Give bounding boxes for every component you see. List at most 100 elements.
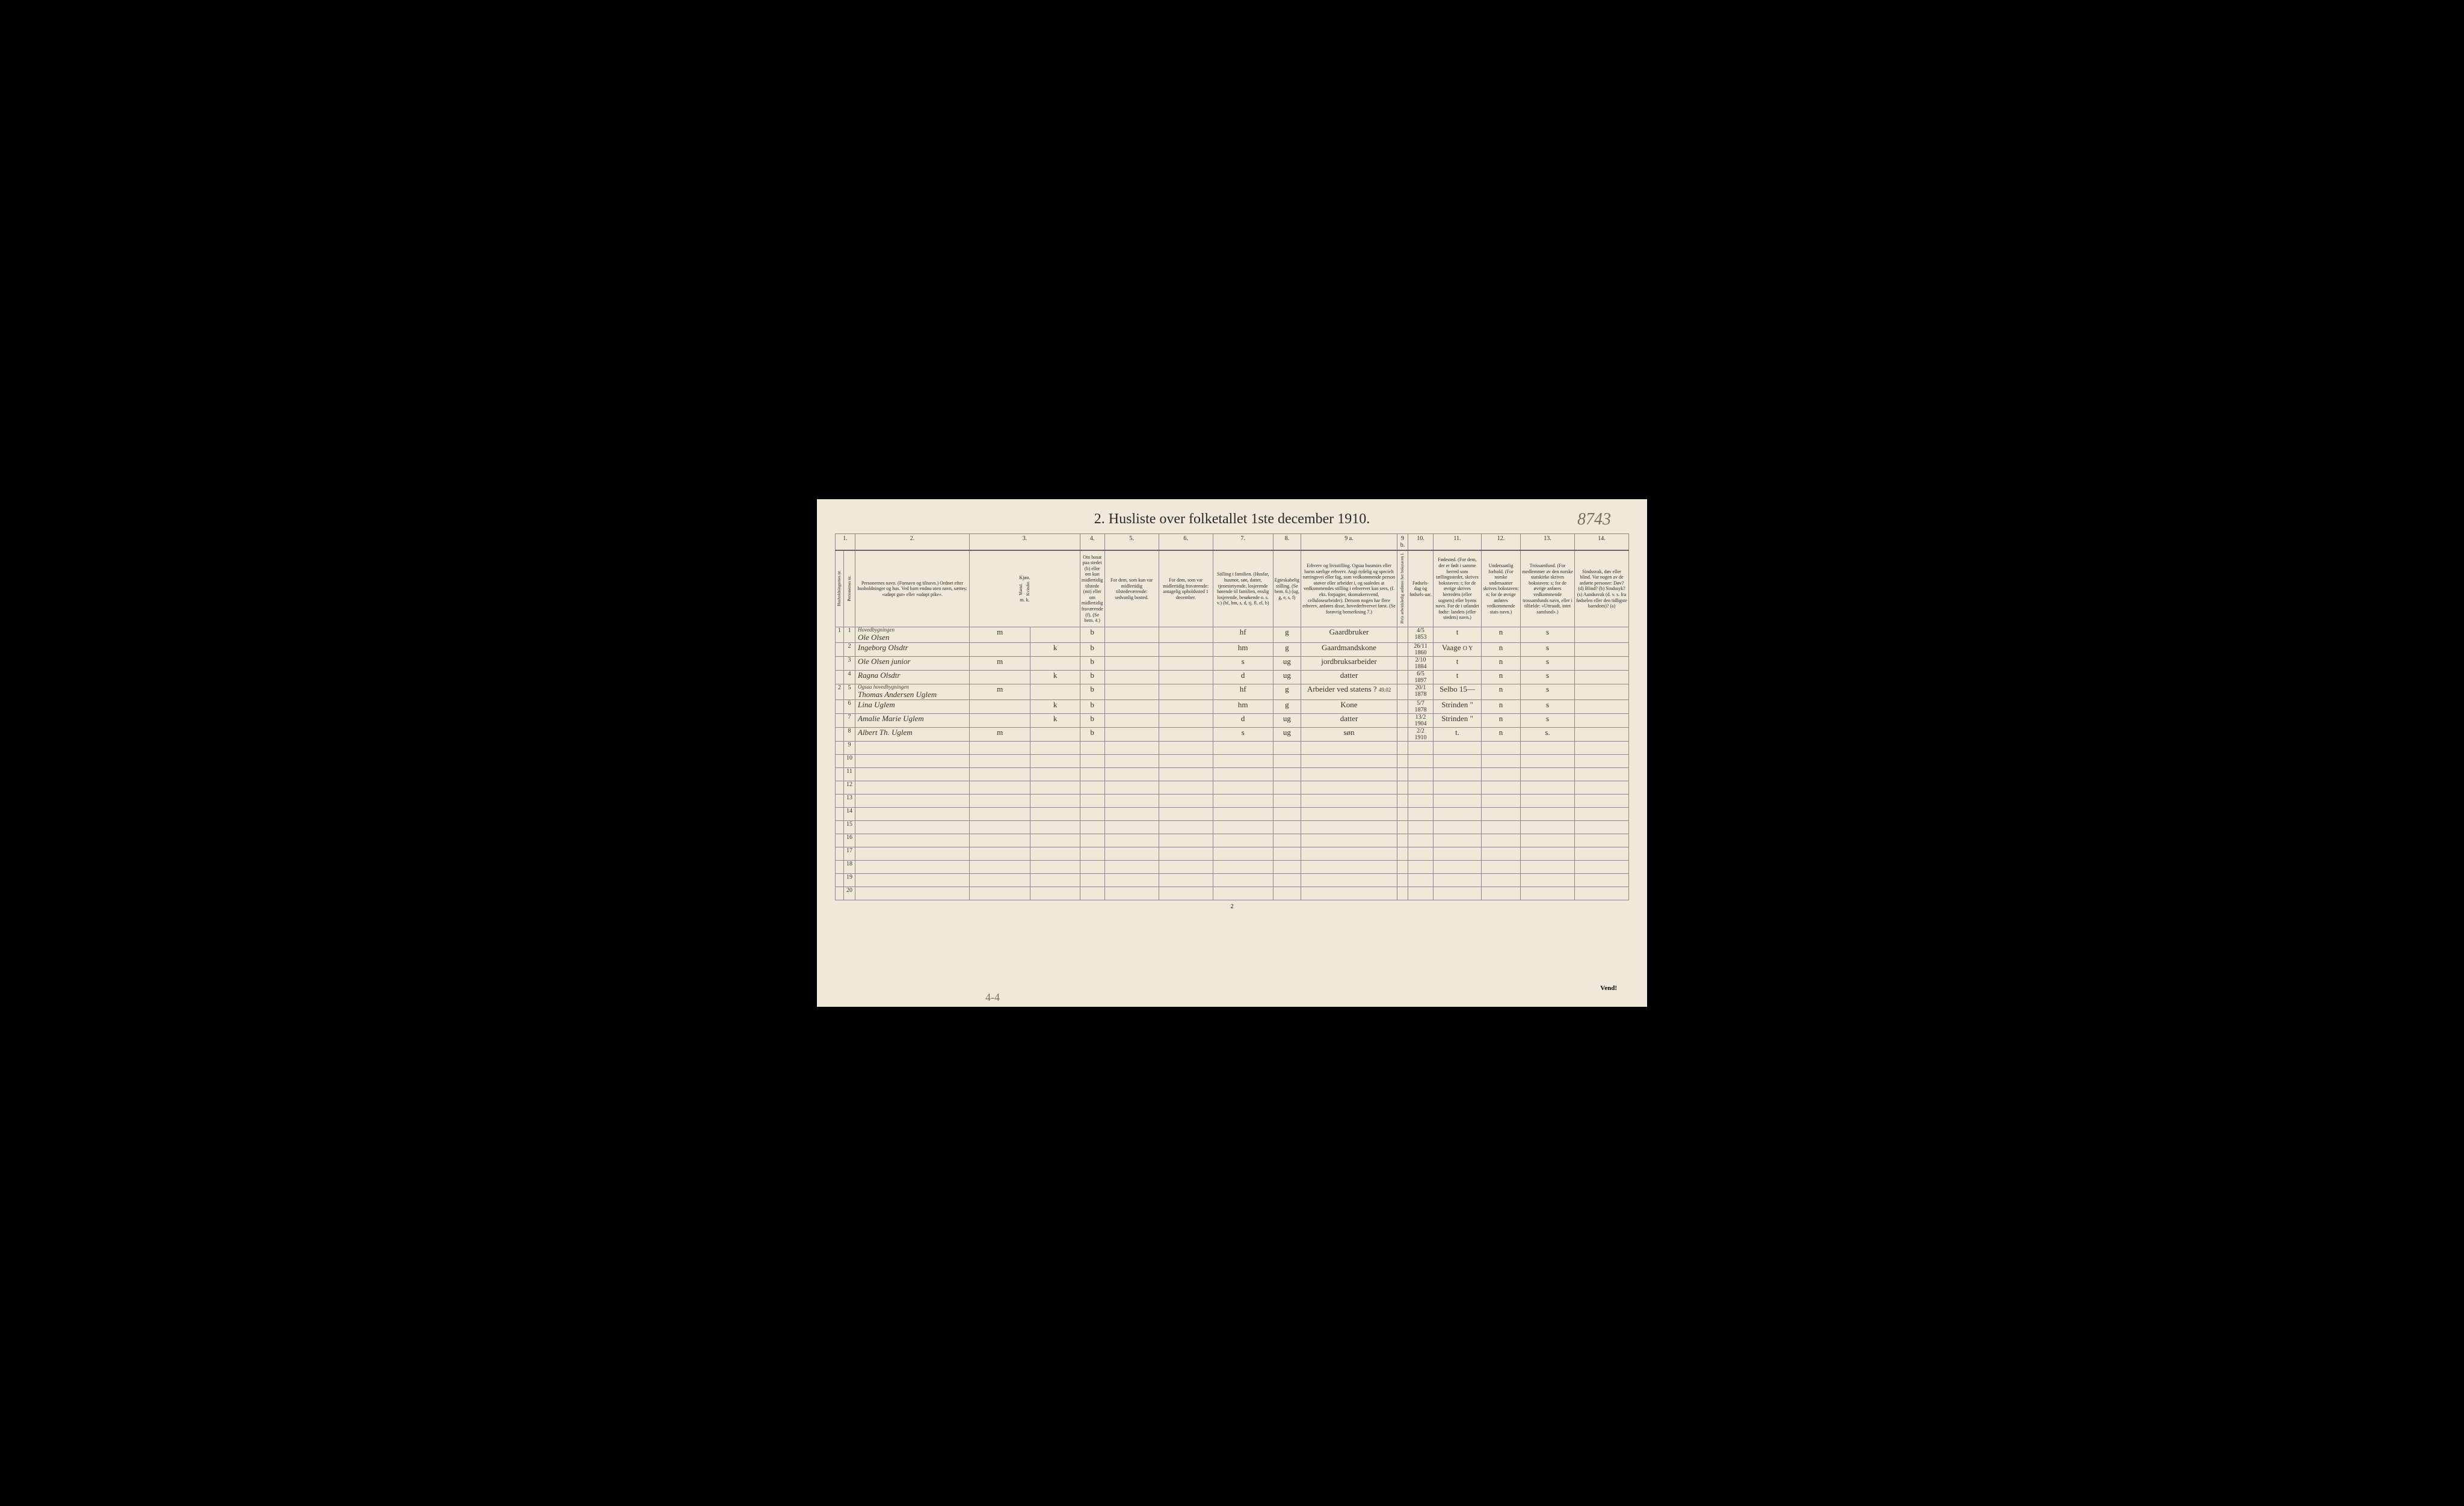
name-cell: Lina Uglem [855,700,970,714]
occupation-cell [1301,834,1397,847]
occupation-cell: søn [1301,728,1397,742]
usual-residence-cell [1104,861,1159,874]
religion-cell [1521,794,1575,808]
table-row: 13 [836,794,1629,808]
family-pos-cell: s [1213,657,1273,671]
household-nr-cell [836,821,844,834]
temp-location-cell [1159,781,1213,794]
marital-cell [1273,834,1301,847]
birthplace-cell [1434,794,1482,808]
usual-residence-cell [1104,684,1159,700]
name-cell [855,821,970,834]
sex-k-cell [1030,755,1080,768]
family-pos-cell: s [1213,728,1273,742]
usual-residence-cell [1104,728,1159,742]
header-birthplace: Fødested. (For dem, der er født i samme … [1434,550,1482,627]
birth-cell: 20/1 1878 [1408,684,1434,700]
nationality-cell: n [1482,684,1521,700]
birthplace-cell [1434,861,1482,874]
name-cell: HovedbygningenOle Olsen [855,627,970,643]
household-nr-cell [836,728,844,742]
religion-cell [1521,887,1575,900]
usual-residence-cell [1104,794,1159,808]
usual-residence-cell [1104,808,1159,821]
birth-cell [1408,874,1434,887]
occupation-cell: Arbeider ved statens ? 49.02 [1301,684,1397,700]
table-body: 11HovedbygningenOle OlsenmbhfgGaardbruke… [836,627,1629,900]
table-row: 8Albert Th. Uglemmbsugsøn2/2 1910t.ns. [836,728,1629,742]
household-nr-cell: 2 [836,684,844,700]
disability-cell [1575,714,1629,728]
census-page: 8743 2. Husliste over folketallet 1ste d… [817,499,1647,1007]
marital-cell [1273,861,1301,874]
birthplace-cell: t [1434,671,1482,684]
family-pos-cell [1213,742,1273,755]
family-pos-cell [1213,755,1273,768]
temp-location-cell [1159,768,1213,781]
sex-k-cell [1030,808,1080,821]
religion-cell: s [1521,643,1575,657]
colnum-1: 1. [836,534,855,551]
marital-cell [1273,808,1301,821]
occupation-cell [1301,887,1397,900]
table-row: 4Ragna Olsdtrkbdugdatter6/5 1897tns [836,671,1629,684]
person-nr-cell: 11 [844,768,855,781]
name-cell: Ragna Olsdtr [855,671,970,684]
sex-k-cell [1030,657,1080,671]
usual-residence-cell [1104,874,1159,887]
occupation-cell: Gaardmandskone [1301,643,1397,657]
family-pos-cell [1213,821,1273,834]
nationality-cell: n [1482,671,1521,684]
temp-location-cell [1159,684,1213,700]
sex-k-cell [1030,684,1080,700]
residence-cell: b [1080,657,1104,671]
birth-cell [1408,768,1434,781]
marital-cell: g [1273,684,1301,700]
table-row: 3Ole Olsen juniormbsugjordbruksarbeider2… [836,657,1629,671]
sex-k-cell [1030,847,1080,861]
marital-cell [1273,874,1301,887]
unemployed-cell [1397,874,1408,887]
sex-m-cell [970,643,1030,657]
colnum-12: 12. [1482,534,1521,551]
sex-m-cell [970,874,1030,887]
nationality-cell [1482,808,1521,821]
birthplace-cell [1434,834,1482,847]
disability-cell [1575,742,1629,755]
nationality-cell [1482,821,1521,834]
header-person-nr: Personernes nr. [844,550,855,627]
marital-cell [1273,768,1301,781]
occupation-cell: Kone [1301,700,1397,714]
colnum-14: 14. [1575,534,1629,551]
household-nr-cell [836,643,844,657]
person-nr-cell: 5 [844,684,855,700]
unemployed-cell [1397,861,1408,874]
table-row: 10 [836,755,1629,768]
colnum-2: 2. [855,534,970,551]
household-nr-cell [836,781,844,794]
birthplace-cell: t. [1434,728,1482,742]
birth-cell [1408,808,1434,821]
name-cell: Ingeborg Olsdtr [855,643,970,657]
name-cell [855,861,970,874]
occupation-cell: datter [1301,714,1397,728]
residence-cell [1080,768,1104,781]
unemployed-cell [1397,834,1408,847]
family-pos-cell: hf [1213,627,1273,643]
table-row: 6Lina UglemkbhmgKone5/7 1878Strinden "ns [836,700,1629,714]
marital-cell: g [1273,627,1301,643]
name-cell: Amalie Marie Uglem [855,714,970,728]
religion-cell: s [1521,657,1575,671]
name-cell [855,847,970,861]
sex-k-cell [1030,794,1080,808]
residence-cell [1080,834,1104,847]
birth-cell [1408,834,1434,847]
occupation-cell [1301,847,1397,861]
nationality-cell [1482,781,1521,794]
person-nr-cell: 10 [844,755,855,768]
person-nr-cell: 16 [844,834,855,847]
residence-cell: b [1080,684,1104,700]
name-cell [855,794,970,808]
nationality-cell [1482,755,1521,768]
disability-cell [1575,808,1629,821]
